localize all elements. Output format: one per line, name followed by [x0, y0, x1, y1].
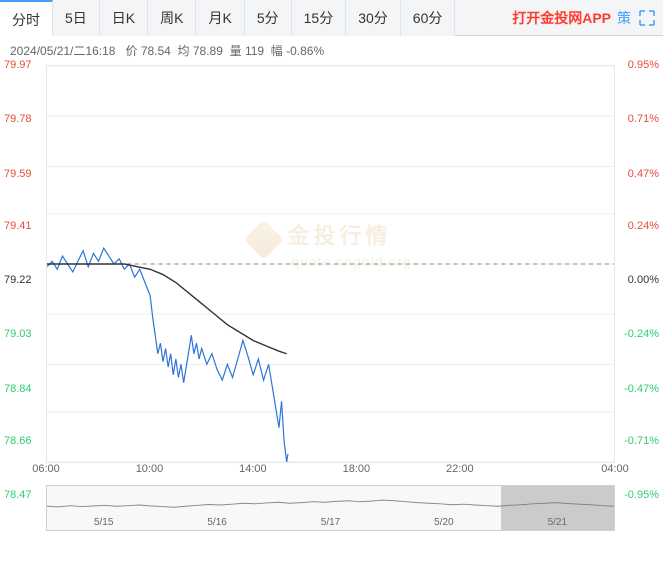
nav-tick: 5/15 — [94, 517, 113, 528]
ytick-right: -0.47% — [615, 383, 663, 395]
ytick-left: 79.41 — [0, 220, 46, 232]
navigator[interactable]: 5/155/165/175/205/21 — [46, 485, 615, 531]
avg-value: 78.89 — [193, 44, 223, 58]
ytick-right: 0.24% — [615, 220, 663, 232]
info-datetime: 2024/05/21/二16:18 — [10, 44, 115, 58]
tab-5min[interactable]: 5分 — [245, 0, 292, 36]
xtick: 14:00 — [239, 463, 267, 475]
tab-5day[interactable]: 5日 — [53, 0, 100, 36]
xtick: 10:00 — [136, 463, 164, 475]
ytick-right: 0.47% — [615, 168, 663, 180]
navigator-shade[interactable] — [501, 486, 614, 530]
tab-15min[interactable]: 15分 — [292, 0, 347, 36]
nav-tick: 5/17 — [321, 517, 340, 528]
plot-svg — [47, 66, 614, 462]
tab-fenshi[interactable]: 分时 — [0, 0, 53, 36]
y-axis-right: 0.95%0.71%0.47%0.24%0.00%-0.24%-0.47%-0.… — [615, 65, 663, 495]
range-value: -0.86% — [286, 44, 324, 58]
ytick-left: 79.78 — [0, 113, 46, 125]
nav-tick: 5/16 — [207, 517, 226, 528]
x-axis: 06:0010:0014:0018:0022:0004:00 — [46, 463, 615, 479]
tab-60min[interactable]: 60分 — [401, 0, 456, 36]
ytick-left: 78.47 — [0, 489, 46, 501]
ytick-right: 0.95% — [615, 59, 663, 71]
price-label: 价 — [125, 44, 137, 58]
open-app-link[interactable]: 打开金投网APP — [512, 8, 611, 28]
ytick-right: 0.00% — [615, 274, 663, 286]
strategy-link[interactable]: 策 — [617, 8, 631, 28]
price-value: 78.54 — [141, 44, 171, 58]
avg-label: 均 — [178, 44, 190, 58]
ytick-left: 79.03 — [0, 328, 46, 340]
ytick-right: -0.71% — [615, 435, 663, 447]
info-bar: 2024/05/21/二16:18 价 78.54 均 78.89 量 119 … — [0, 36, 663, 65]
ytick-left: 78.66 — [0, 435, 46, 447]
fullscreen-icon[interactable] — [637, 8, 657, 28]
ytick-right: 0.71% — [615, 113, 663, 125]
ytick-left: 79.97 — [0, 59, 46, 71]
tab-day-k[interactable]: 日K — [100, 0, 148, 36]
y-axis-left: 79.9779.7879.5979.4179.2279.0378.8478.66… — [0, 65, 46, 495]
ytick-left: 78.84 — [0, 383, 46, 395]
chart-container: 分时 5日 日K 周K 月K 5分 15分 30分 60分 打开金投网APP 策… — [0, 0, 663, 570]
tab-30min[interactable]: 30分 — [346, 0, 401, 36]
xtick: 18:00 — [343, 463, 371, 475]
vol-label: 量 — [230, 44, 242, 58]
ytick-right: -0.95% — [615, 489, 663, 501]
ytick-left: 79.22 — [0, 274, 46, 286]
tab-month-k[interactable]: 月K — [196, 0, 244, 36]
tab-bar: 分时 5日 日K 周K 月K 5分 15分 30分 60分 打开金投网APP 策 — [0, 0, 663, 36]
ytick-left: 79.59 — [0, 168, 46, 180]
nav-tick: 5/20 — [434, 517, 453, 528]
xtick: 22:00 — [446, 463, 474, 475]
chart-area: 79.9779.7879.5979.4179.2279.0378.8478.66… — [0, 65, 663, 535]
plot-area[interactable]: 金投行情 quote.cngold.org — [46, 65, 615, 463]
vol-value: 119 — [245, 44, 264, 58]
xtick: 04:00 — [601, 463, 629, 475]
xtick: 06:00 — [32, 463, 60, 475]
ytick-right: -0.24% — [615, 328, 663, 340]
range-label: 幅 — [271, 44, 283, 58]
tab-week-k[interactable]: 周K — [148, 0, 196, 36]
